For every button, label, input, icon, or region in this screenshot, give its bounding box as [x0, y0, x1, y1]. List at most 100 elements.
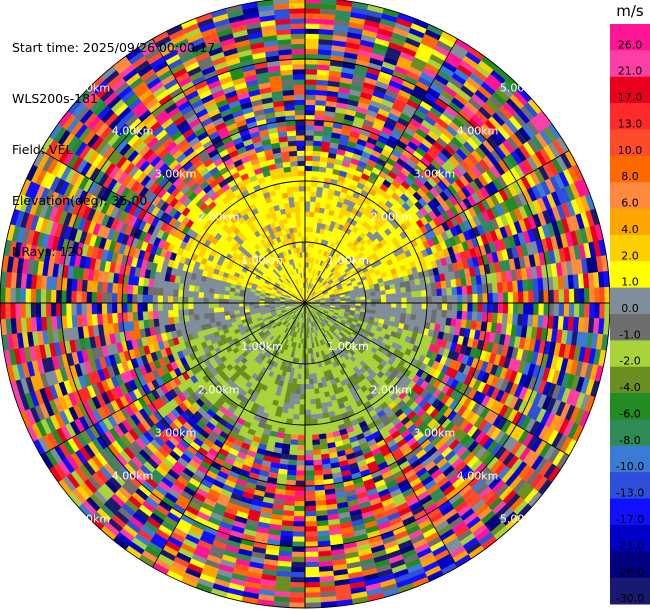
velocity-cell	[304, 541, 318, 548]
velocity-cell	[462, 294, 468, 304]
velocity-cell	[406, 297, 412, 304]
velocity-cell	[304, 460, 314, 466]
velocity-cell	[318, 387, 325, 394]
velocity-cell	[467, 294, 473, 304]
velocity-cell	[406, 302, 412, 309]
velocity-cell	[320, 0, 337, 5]
velocity-cell	[604, 302, 611, 320]
velocity-cell	[313, 464, 323, 471]
velocity-cell	[578, 302, 585, 318]
velocity-cell	[312, 160, 321, 167]
velocity-cell	[304, 556, 319, 563]
velocity-cell	[304, 490, 316, 497]
velocity-cell	[436, 302, 443, 311]
velocity-cell	[304, 2, 321, 9]
velocity-cell	[296, 450, 306, 456]
velocity-cell	[315, 191, 323, 198]
velocity-cell	[304, 531, 318, 537]
velocity-cell	[543, 290, 550, 304]
velocity-cell	[304, 84, 317, 90]
velocity-cell	[307, 348, 311, 354]
velocity-cell	[304, 53, 319, 60]
velocity-cell	[497, 292, 504, 304]
velocity-cell	[304, 505, 317, 512]
velocity-cell	[301, 363, 306, 370]
velocity-cell	[491, 282, 499, 294]
velocity-cell	[523, 302, 529, 315]
velocity-cell	[487, 293, 494, 304]
velocity-cell	[311, 368, 317, 374]
velocity-cell	[466, 285, 473, 295]
velocity-cell	[370, 295, 377, 300]
velocity-cell	[293, 403, 300, 410]
velocity-cell	[304, 201, 311, 207]
velocity-cell	[446, 287, 453, 296]
velocity-cell	[380, 298, 387, 304]
velocity-cell	[293, 516, 306, 522]
velocity-cell	[441, 295, 448, 304]
velocity-cell	[304, 140, 314, 146]
velocity-cell	[304, 63, 318, 70]
velocity-cell	[528, 302, 534, 316]
velocity-cell	[604, 286, 611, 304]
velocity-cell	[313, 125, 324, 132]
velocity-cell	[304, 170, 313, 177]
velocity-cell	[380, 306, 387, 312]
velocity-cell	[411, 296, 417, 304]
velocity-cell	[370, 306, 377, 311]
velocity-cell	[558, 302, 565, 317]
velocity-cell	[304, 48, 319, 55]
velocity-cell	[365, 295, 372, 300]
velocity-cell	[299, 404, 306, 410]
velocity-cell	[308, 368, 313, 375]
velocity-cell	[304, 576, 320, 583]
velocity-cell	[410, 285, 417, 293]
velocity-cell	[295, 470, 306, 476]
velocity-cell	[400, 312, 407, 320]
velocity-cell	[543, 302, 550, 316]
velocity-cell	[300, 389, 306, 395]
velocity-cell	[297, 429, 306, 436]
velocity-cell	[308, 373, 314, 380]
velocity-cell	[482, 302, 489, 313]
velocity-cell	[304, 114, 315, 121]
velocity-cell	[584, 302, 590, 319]
velocity-cell	[507, 291, 514, 304]
velocity-cell	[507, 302, 514, 315]
velocity-cell	[312, 444, 321, 451]
velocity-cell	[446, 295, 453, 304]
velocity-cell	[304, 516, 317, 522]
velocity-sectors	[0, 0, 611, 609]
velocity-cell	[512, 291, 519, 304]
velocity-cell	[306, 343, 310, 349]
velocity-cell	[304, 13, 321, 19]
velocity-cell	[304, 450, 314, 456]
velocity-cell	[416, 290, 422, 298]
velocity-cell	[288, 449, 298, 456]
velocity-cell	[518, 291, 524, 304]
velocity-cell	[296, 373, 302, 380]
velocity-cell	[304, 79, 317, 85]
velocity-cell	[390, 293, 397, 299]
velocity-cell	[304, 104, 316, 111]
velocity-cell	[304, 206, 311, 212]
velocity-cell	[290, 571, 306, 578]
velocity-cell	[289, 592, 306, 598]
velocity-cell	[313, 383, 319, 390]
velocity-cell	[286, 469, 297, 476]
velocity-cell	[304, 191, 312, 197]
velocity-cell	[395, 307, 402, 314]
velocity-cell	[304, 8, 321, 14]
velocity-cell	[370, 299, 377, 304]
velocity-cell	[391, 302, 397, 308]
velocity-cell	[396, 302, 402, 309]
velocity-cell	[507, 281, 514, 293]
velocity-cell	[299, 394, 306, 400]
velocity-cell	[286, 413, 294, 420]
velocity-cell	[441, 302, 448, 311]
velocity-cell	[290, 434, 299, 441]
velocity-cell	[390, 288, 397, 295]
velocity-cell	[304, 145, 314, 151]
velocity-cell	[472, 302, 478, 313]
